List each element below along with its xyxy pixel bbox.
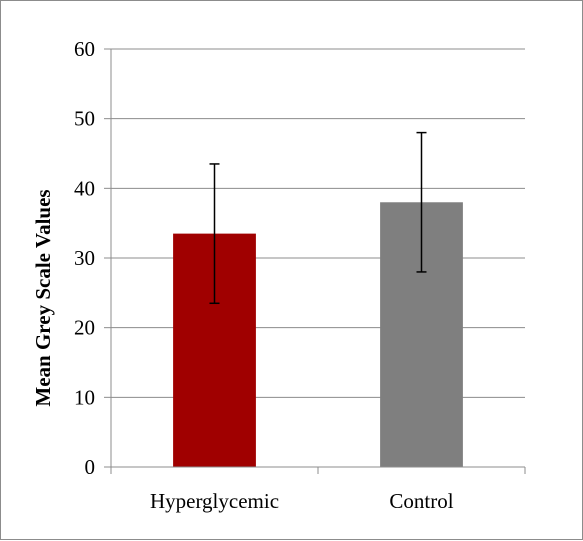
x-category-label: Control <box>389 489 453 513</box>
y-tick-label: 0 <box>85 455 96 479</box>
error-bar-control <box>416 131 427 273</box>
y-tick-label: 30 <box>74 246 95 270</box>
error-bar-hyperglycemic <box>209 163 220 305</box>
x-category-label: Hyperglycemic <box>150 489 279 513</box>
y-tick-label: 40 <box>74 176 95 200</box>
y-axis-title: Mean Grey Scale Values <box>31 189 55 406</box>
x-category-labels: Hyperglycemic Control <box>150 489 454 513</box>
y-tick-label: 10 <box>74 385 95 409</box>
y-tick-label: 20 <box>74 316 95 340</box>
bars <box>173 202 463 467</box>
y-tick-label: 60 <box>74 37 95 61</box>
error-bars <box>209 131 427 305</box>
y-tick-labels: 0 10 20 30 40 50 60 <box>74 37 95 479</box>
axes <box>104 48 526 474</box>
y-tick-label: 50 <box>74 107 95 131</box>
